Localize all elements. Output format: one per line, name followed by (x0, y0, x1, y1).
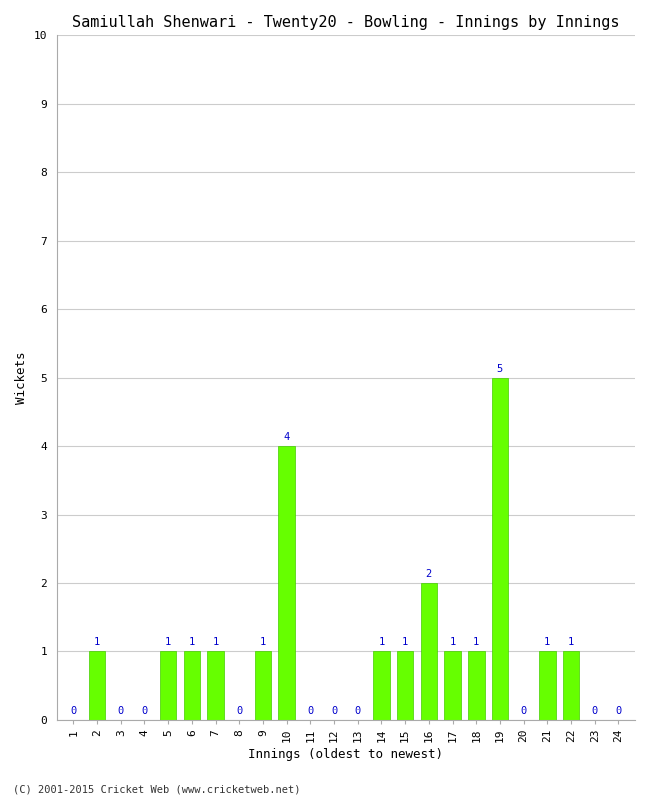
Bar (539, 651, 556, 720)
Text: 1: 1 (378, 638, 385, 647)
Text: 0: 0 (236, 706, 242, 716)
Text: 0: 0 (141, 706, 148, 716)
Text: 1: 1 (188, 638, 195, 647)
Text: 1: 1 (260, 638, 266, 647)
Title: Samiullah Shenwari - Twenty20 - Bowling - Innings by Innings: Samiullah Shenwari - Twenty20 - Bowling … (72, 15, 619, 30)
Text: 0: 0 (616, 706, 621, 716)
Text: 1: 1 (213, 638, 218, 647)
Y-axis label: Wickets: Wickets (15, 351, 28, 404)
Bar (373, 651, 390, 720)
Text: 0: 0 (118, 706, 124, 716)
Bar (397, 651, 413, 720)
Text: 1: 1 (473, 638, 479, 647)
Bar (444, 651, 461, 720)
Text: 0: 0 (592, 706, 598, 716)
Bar (278, 446, 295, 720)
Bar (255, 651, 271, 720)
Text: 0: 0 (355, 706, 361, 716)
Bar (563, 651, 579, 720)
Text: 1: 1 (568, 638, 574, 647)
Text: 4: 4 (283, 432, 290, 442)
Text: 0: 0 (307, 706, 313, 716)
Text: 1: 1 (449, 638, 456, 647)
Bar (421, 583, 437, 720)
Text: 5: 5 (497, 363, 503, 374)
Text: 1: 1 (544, 638, 551, 647)
Bar (468, 651, 484, 720)
Text: 2: 2 (426, 569, 432, 579)
Bar (183, 651, 200, 720)
Bar (160, 651, 176, 720)
Text: 0: 0 (521, 706, 526, 716)
Text: (C) 2001-2015 Cricket Web (www.cricketweb.net): (C) 2001-2015 Cricket Web (www.cricketwe… (13, 784, 300, 794)
Text: 0: 0 (331, 706, 337, 716)
Bar (207, 651, 224, 720)
Text: 1: 1 (402, 638, 408, 647)
Bar (89, 651, 105, 720)
Text: 0: 0 (70, 706, 77, 716)
X-axis label: Innings (oldest to newest): Innings (oldest to newest) (248, 748, 443, 761)
Text: 1: 1 (165, 638, 172, 647)
Text: 1: 1 (94, 638, 100, 647)
Bar (491, 378, 508, 720)
